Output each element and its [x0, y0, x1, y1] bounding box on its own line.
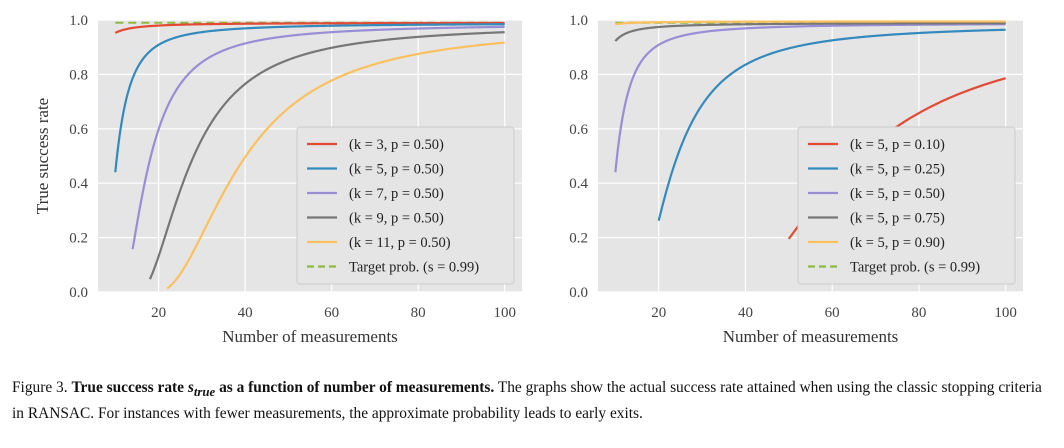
y-tick-label: 0.8 — [69, 67, 88, 83]
y-axis-label: True success rate — [33, 98, 52, 214]
chart-panel-1: 0.0 0.2 0.4 0.6 0.8 1.0 20 40 60 80 100 Number of m… — [33, 13, 522, 346]
series-line — [114, 23, 505, 173]
y-tick-label: 0.2 — [69, 231, 88, 247]
y-tick-label: 1.0 — [69, 13, 88, 29]
caption-label: Figure 3. — [12, 379, 68, 396]
caption-body: The graphs show the actual success rate … — [12, 379, 1042, 423]
figure-caption: Figure 3. True success rate strue as a f… — [12, 377, 1057, 425]
x-tick-label: 40 — [238, 305, 253, 321]
series-line — [114, 21, 505, 34]
x-axis-label: Number of measurements — [723, 327, 899, 346]
y-tick-label: 0.0 — [569, 285, 588, 301]
chart-panel-2: 0.0 0.2 0.4 0.6 0.8 1.0 20 40 60 80 100 Number of m… — [569, 13, 1023, 346]
caption-title: True success rate strue as a function of… — [71, 379, 495, 400]
series-line — [657, 28, 1006, 221]
x-tick-label: 20 — [151, 305, 166, 321]
y-tick-label: 0.6 — [69, 122, 88, 138]
legend-label: (k = 5, p = 0.10) — [850, 137, 945, 153]
legend-label: (k = 5, p = 0.75) — [850, 211, 945, 227]
legend-box — [797, 126, 1016, 285]
legend-label: (k = 5, p = 0.50) — [850, 186, 945, 202]
legend: (k = 5, p = 0.10) (k = 5, p = 0.25) (k = 5… — [797, 126, 1016, 285]
x-axis-label: Number of measurements — [222, 327, 398, 346]
figure-canvas: 0.0 0.2 0.4 0.6 0.8 1.0 20 40 60 80 100 Number of m… — [33, 13, 1023, 346]
series-line — [148, 31, 505, 280]
legend-box — [296, 126, 515, 285]
y-tick-label: 0.2 — [569, 231, 588, 247]
legend-label: (k = 11, p = 0.50) — [349, 235, 451, 251]
legend-label: (k = 9, p = 0.50) — [349, 211, 444, 227]
x-tick-label: 40 — [738, 305, 753, 321]
legend-label: Target prob. (s = 0.99) — [349, 260, 479, 276]
x-tick-label: 60 — [324, 305, 339, 321]
y-tick-label: 1.0 — [569, 13, 588, 29]
x-tick-label: 100 — [994, 305, 1017, 321]
x-tick-label: 20 — [651, 305, 666, 321]
caption-symbol: strue — [187, 379, 216, 400]
legend-label: (k = 7, p = 0.50) — [349, 186, 444, 202]
legend-label: (k = 5, p = 0.25) — [850, 162, 945, 178]
legend-label: (k = 3, p = 0.50) — [349, 137, 444, 153]
series-line — [614, 23, 1006, 173]
x-tick-label: 60 — [825, 305, 840, 321]
legend-label: (k = 5, p = 0.50) — [349, 162, 444, 178]
series-line — [166, 41, 505, 290]
series-line — [614, 22, 1006, 42]
series-line — [131, 25, 505, 250]
y-tick-label: 0.6 — [569, 122, 588, 138]
x-tick-label: 100 — [493, 305, 516, 321]
legend-label: Target prob. (s = 0.99) — [850, 260, 980, 276]
legend-label: (k = 5, p = 0.90) — [850, 235, 945, 251]
x-tick-label: 80 — [911, 305, 926, 321]
x-tick-label: 80 — [411, 305, 426, 321]
y-tick-label: 0.4 — [69, 176, 88, 192]
legend: (k = 3, p = 0.50) (k = 5, p = 0.50) (k = 7… — [296, 126, 515, 285]
y-tick-label: 0.4 — [569, 176, 588, 192]
series-line — [615, 20, 1006, 26]
y-tick-label: 0.0 — [69, 285, 88, 301]
y-tick-label: 0.8 — [569, 67, 588, 83]
